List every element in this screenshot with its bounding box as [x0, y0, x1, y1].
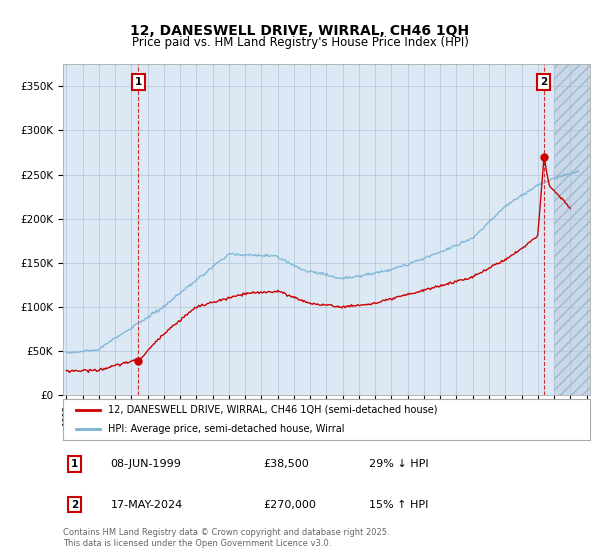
- Text: £270,000: £270,000: [263, 500, 316, 510]
- Text: £38,500: £38,500: [263, 459, 309, 469]
- Text: 2: 2: [541, 77, 548, 87]
- Bar: [554, 64, 590, 395]
- Text: HPI: Average price, semi-detached house, Wirral: HPI: Average price, semi-detached house,…: [108, 424, 344, 434]
- Bar: [554, 64, 590, 395]
- Text: 29% ↓ HPI: 29% ↓ HPI: [368, 459, 428, 469]
- Text: 15% ↑ HPI: 15% ↑ HPI: [368, 500, 428, 510]
- Text: Contains HM Land Registry data © Crown copyright and database right 2025.
This d: Contains HM Land Registry data © Crown c…: [63, 528, 389, 548]
- Text: 1: 1: [135, 77, 142, 87]
- Text: 1: 1: [71, 459, 78, 469]
- Text: Price paid vs. HM Land Registry's House Price Index (HPI): Price paid vs. HM Land Registry's House …: [131, 36, 469, 49]
- Text: 12, DANESWELL DRIVE, WIRRAL, CH46 1QH (semi-detached house): 12, DANESWELL DRIVE, WIRRAL, CH46 1QH (s…: [108, 405, 437, 415]
- Text: 08-JUN-1999: 08-JUN-1999: [110, 459, 181, 469]
- Text: 17-MAY-2024: 17-MAY-2024: [110, 500, 182, 510]
- Text: 2: 2: [71, 500, 78, 510]
- Text: 12, DANESWELL DRIVE, WIRRAL, CH46 1QH: 12, DANESWELL DRIVE, WIRRAL, CH46 1QH: [130, 24, 470, 38]
